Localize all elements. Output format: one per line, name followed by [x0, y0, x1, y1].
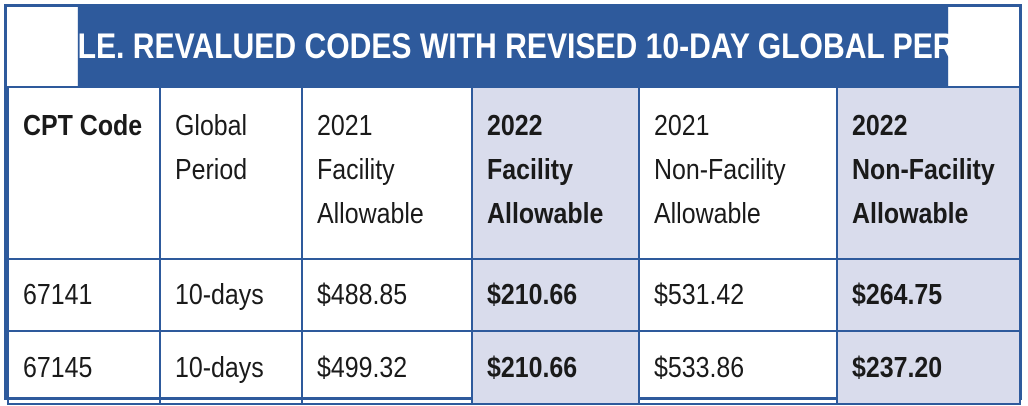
header-row: CPT Code Global Period 2021 Facility Allowa… [7, 86, 1021, 260]
header-line: CPT Code [23, 110, 143, 142]
table-cell: $533.86 [638, 330, 838, 405]
table-row: 67145 10-days $499.32 $210.66 $533.86 $2… [7, 330, 1021, 405]
header-global-period: Global Period [159, 86, 303, 260]
table-cell: 67141 [7, 258, 161, 332]
table-cell: $531.42 [638, 258, 838, 332]
table-title: TABLE. REVALUED CODES WITH REVISED 10-DA… [18, 7, 1008, 86]
header-line: Allowable [487, 198, 604, 230]
header-2021-facility: 2021 Facility Allowable [301, 86, 473, 260]
table-cell: 10-days [159, 258, 303, 332]
header-line: 2021 [317, 110, 373, 142]
header-line: Facility [317, 154, 395, 186]
table-row: 67141 10-days $488.85 $210.66 $531.42 $2… [7, 258, 1021, 332]
table-cell: 67145 [7, 330, 161, 405]
allowables-table: CPT Code Global Period 2021 Facility Allowa… [7, 86, 1021, 405]
table-cell: $488.85 [301, 258, 473, 332]
table-cell: $210.66 [471, 330, 640, 405]
table-cell: 10-days [159, 330, 303, 405]
header-line: Non-Facility [654, 154, 786, 186]
table-frame: TABLE. REVALUED CODES WITH REVISED 10-DA… [4, 4, 1022, 405]
header-2022-non-facility: 2022 Non-Facility Allowable [836, 86, 1021, 260]
header-line: 2022 [852, 110, 908, 142]
header-cpt-code: CPT Code [7, 86, 161, 260]
table-cell: $264.75 [836, 258, 1021, 332]
header-line: 2022 [487, 110, 543, 142]
header-line: Allowable [852, 198, 969, 230]
table-cell: $499.32 [301, 330, 473, 405]
header-line: Non-Facility [852, 154, 995, 186]
header-2022-facility: 2022 Facility Allowable [471, 86, 640, 260]
header-line: Allowable [317, 198, 424, 230]
header-line: Facility [487, 154, 573, 186]
table-cell: $237.20 [836, 330, 1021, 405]
header-line: Global [175, 110, 248, 142]
header-line: Period [175, 154, 248, 186]
header-line: 2021 [654, 110, 710, 142]
table-cell: $210.66 [471, 258, 640, 332]
header-2021-non-facility: 2021 Non-Facility Allowable [638, 86, 838, 260]
header-line: Allowable [654, 198, 761, 230]
